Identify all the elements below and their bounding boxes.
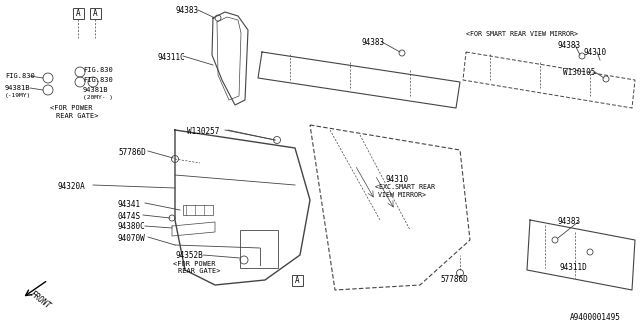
Text: 94383: 94383 [362,38,385,47]
Text: <EXC.SMART REAR: <EXC.SMART REAR [375,184,435,190]
Text: <FOR POWER: <FOR POWER [173,261,216,267]
Text: 94381B: 94381B [83,87,109,93]
Text: REAR GATE>: REAR GATE> [178,268,221,274]
Text: (20MY- ): (20MY- ) [83,95,113,100]
Bar [90,8,101,19]
Text: 94311D: 94311D [560,263,588,272]
Text: (-19MY): (-19MY) [5,93,31,98]
Bar [73,8,84,19]
Text: <FOR SMART REAR VIEW MIRROR>: <FOR SMART REAR VIEW MIRROR> [466,31,578,37]
Text: FRONT: FRONT [28,289,52,310]
Text: 94383: 94383 [557,217,580,226]
Text: FIG.830: FIG.830 [83,67,113,73]
Text: W130257: W130257 [187,127,220,136]
Text: 94070W: 94070W [118,234,146,243]
Text: 94383: 94383 [175,6,198,15]
Text: A: A [295,276,300,285]
Text: REAR GATE>: REAR GATE> [56,113,99,119]
Text: 94383: 94383 [557,41,580,50]
Text: 94380C: 94380C [118,222,146,231]
Text: A: A [93,9,98,18]
Text: 94381B: 94381B [5,85,31,91]
Bar [183,205,213,215]
Text: 94311C: 94311C [158,53,186,62]
Text: 57786D: 57786D [118,148,146,157]
Text: FIG.830: FIG.830 [5,73,35,79]
Text: 0474S: 0474S [118,212,141,221]
Text: 94310: 94310 [583,48,606,57]
Text: <FOR POWER: <FOR POWER [50,105,93,111]
Text: W130105: W130105 [563,68,595,77]
Text: 94352B: 94352B [175,251,203,260]
Text: FIG.830: FIG.830 [83,77,113,83]
Bar [292,275,303,286]
Text: 94341: 94341 [118,200,141,209]
Text: 94320A: 94320A [57,182,84,191]
Text: 57786D: 57786D [440,275,468,284]
Text: 94310: 94310 [385,175,408,184]
Bar [240,230,278,268]
Text: VIEW MIRROR>: VIEW MIRROR> [378,192,426,198]
Text: A: A [76,9,81,18]
Text: A9400001495: A9400001495 [570,313,621,320]
